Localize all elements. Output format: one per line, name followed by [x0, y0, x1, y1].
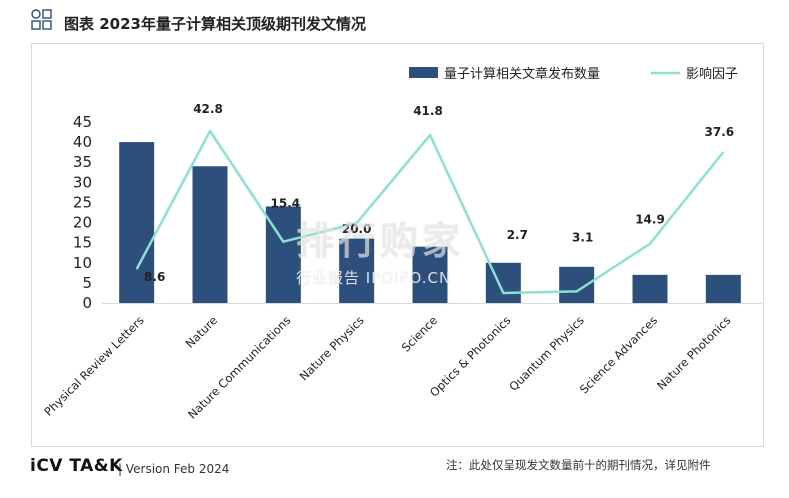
y-tick-label: 25: [73, 193, 92, 211]
x-tick-label: Nature Photonics: [654, 313, 733, 392]
x-tick-label: Nature Physics: [297, 313, 367, 383]
legend-label-bar: 量子计算相关文章发布数量: [444, 66, 600, 82]
line-data-label: 3.1: [572, 230, 593, 244]
legend-swatch-bar: [409, 67, 438, 78]
footer-brand: iCV TA&K: [30, 456, 123, 476]
x-tick-label: Quantum Physics: [506, 313, 587, 394]
footer-version: | Version Feb 2024: [118, 462, 230, 476]
bar-1: [119, 142, 155, 303]
line-data-label: 37.6: [705, 125, 735, 139]
y-tick-label: 40: [73, 133, 92, 151]
y-tick-label: 10: [73, 254, 92, 272]
y-tick-label: 45: [73, 113, 92, 131]
line-data-label: 8.6: [144, 270, 165, 284]
header: 图表 2023年量子计算相关顶级期刊发文情况: [0, 0, 789, 40]
line-data-label: 15.4: [271, 197, 301, 211]
x-tick-label: Nature: [183, 313, 220, 350]
bar-9: [705, 274, 741, 303]
bar-8: [632, 274, 668, 303]
y-tick-label: 0: [82, 294, 92, 312]
page-title: 图表 2023年量子计算相关顶级期刊发文情况: [64, 15, 366, 33]
x-tick-label: Physical Review Letters: [41, 313, 147, 419]
chart-frame: [31, 43, 764, 447]
line-data-label: 2.7: [507, 228, 528, 242]
y-tick-label: 30: [73, 173, 92, 191]
line-data-label: 41.8: [413, 104, 443, 118]
x-tick-label: Optics & Photonics: [427, 313, 513, 399]
grid-logo-icon: [31, 9, 52, 30]
y-tick-label: 35: [73, 153, 92, 171]
footnote: 注：此处仅呈现发文数量前十的期刊情况，详见附件: [446, 458, 711, 472]
y-tick-label: 20: [73, 214, 92, 232]
line-impact-factor: [135, 129, 725, 295]
bar-2: [192, 166, 228, 303]
bar-5: [412, 246, 448, 303]
x-tick-label: Science Advances: [577, 313, 660, 396]
y-tick-label: 5: [82, 274, 92, 292]
line-data-label: 20.0: [342, 222, 372, 236]
x-tick-label: Science: [399, 313, 440, 354]
y-tick-label: 15: [73, 234, 92, 252]
legend-label-line: 影响因子: [686, 66, 738, 82]
bar-4: [339, 238, 375, 303]
line-data-label: 14.9: [635, 213, 665, 227]
line-data-label: 42.8: [193, 102, 223, 116]
